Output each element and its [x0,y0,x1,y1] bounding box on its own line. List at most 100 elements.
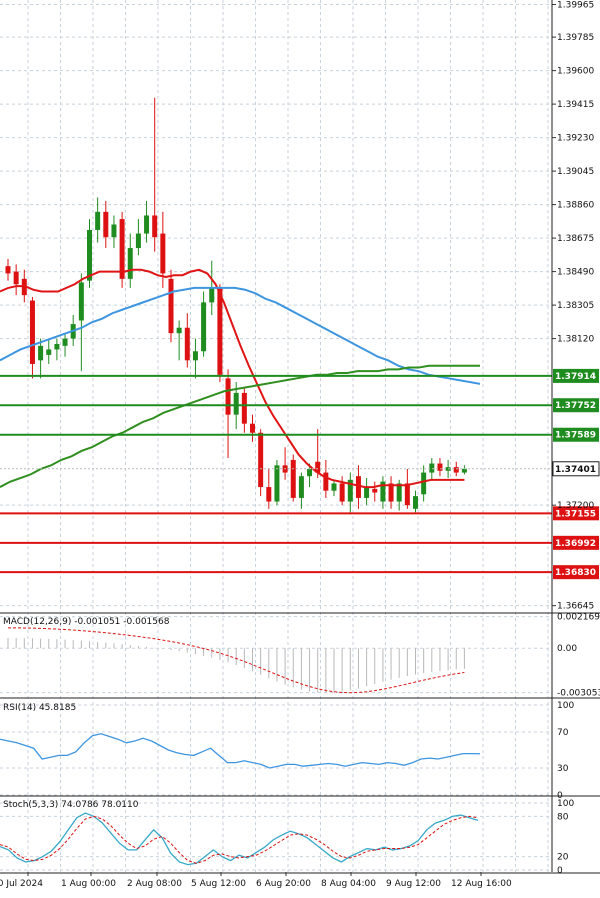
level-label: 1.37155 [555,509,596,519]
candle-body [160,233,166,274]
stoch-d-line [0,815,479,864]
candle-body [266,487,272,502]
level-label-box [553,368,599,383]
candle-body [201,302,207,352]
level-label-box [553,398,599,413]
candle-body [461,468,467,473]
candle-body [298,476,304,498]
candle-body [184,327,190,361]
candle-body [323,472,329,491]
candle-body [217,287,223,375]
candle-body [95,211,101,230]
candle-body [168,278,174,334]
candle-body [396,483,402,502]
rsi-pane [0,733,481,769]
macd-tick-label: 0.002169 [557,613,600,623]
candle-body [241,392,247,424]
price-tick-label: 1.39785 [557,33,594,43]
candle-body [46,349,52,355]
level-label: 1.37589 [555,431,596,441]
price-tick-label: 1.36645 [557,602,594,612]
candle-body [225,378,231,415]
candle-body [87,229,92,281]
candle-body [111,224,117,238]
stoch-pane [0,812,479,866]
macd-tick-label: 0.00 [557,644,577,654]
price-tick-label: 1.37200 [557,501,594,511]
stoch-tick-label: 20 [557,853,569,863]
level-label-box [553,535,599,550]
level-label-box [553,506,599,521]
level-label: 1.36830 [555,568,596,578]
price-tick-label: 1.38860 [557,201,594,211]
rsi-tick-label: 0 [557,791,563,801]
candle-body [404,483,410,506]
candle-body [388,483,394,502]
time-tick-label: 12 Aug 16:00 [451,879,512,889]
ma-fast-line [0,268,465,489]
rsi-title: RSI(14) 45.8185 [3,703,76,713]
candle-body [290,459,296,498]
last-price-label: 1.37401 [555,465,596,475]
candle-body [315,461,321,473]
candle-body [5,266,11,274]
level-label: 1.37914 [555,372,596,382]
time-tick-label: 6 Aug 20:00 [256,879,311,889]
ma-mid-line [0,286,481,385]
candle-body [176,327,182,334]
stoch-tick-label: 0 [557,866,563,876]
candle-body [347,479,353,502]
price-pane: 1.37914 1.37752 1.37589 1.37155 1.36992 1.368… [0,97,600,580]
candle-body [62,338,68,346]
rsi-tick-label: 30 [557,764,569,774]
macd-pane [7,627,465,694]
price-tick-label: 1.39230 [557,134,594,144]
candle-body [355,476,361,498]
candle-body [331,483,337,491]
price-tick-label: 1.39415 [557,100,594,110]
candle-body [78,282,84,321]
candle-body [152,215,158,238]
candle-body [274,465,280,502]
candle-body [119,219,125,279]
candle-body [135,233,141,249]
price-tick-label: 1.38490 [557,268,594,278]
price-tick-label: 1.38120 [557,335,594,345]
candle-body [103,211,109,238]
candle-body [209,287,215,303]
grid-lines [0,0,552,872]
candle-body [364,487,370,498]
candle-body [127,248,133,279]
stoch-tick-label: 80 [557,812,569,822]
candle-body [233,392,239,415]
candle-body [258,432,264,488]
candle-body [421,472,427,495]
candle-body [13,271,19,285]
rsi-tick-label: 70 [557,728,569,738]
rsi-tick-label: 100 [557,701,574,711]
price-tick-label: 1.39965 [557,1,594,11]
candle-body [38,345,44,361]
last-price-box [552,461,600,477]
candle-body [29,300,35,364]
candle-body [250,423,255,433]
candle-body [380,481,386,502]
price-tick-label: 1.39045 [557,167,594,177]
ma-slow-line [0,364,480,488]
price-tick-label: 1.38305 [557,301,594,311]
level-label: 1.37752 [555,401,596,411]
candle-body [54,344,60,350]
candle-body [307,468,313,477]
candle-body [413,496,418,509]
time-tick-label: 2 Aug 08:00 [127,879,182,889]
candle-body [192,351,198,361]
macd-title: MACD(12,26,9) -0.001051 -0.001568 [3,617,170,627]
macd-signal-line [7,627,465,694]
stoch-k-line [0,812,479,866]
macd-tick-label: -0.003053 [557,689,600,699]
candle-body [437,463,443,471]
candle-body [372,488,378,493]
